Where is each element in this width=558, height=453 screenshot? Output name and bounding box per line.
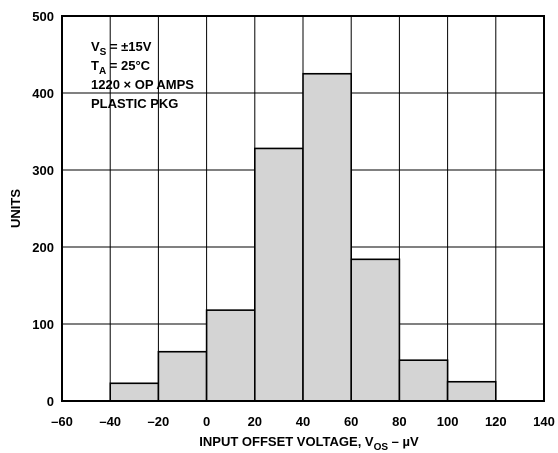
y-tick-label: 100	[32, 317, 54, 332]
x-axis-title: INPUT OFFSET VOLTAGE, VOS – µV	[199, 434, 419, 453]
x-tick-label: 0	[203, 414, 210, 429]
y-tick-label: 500	[32, 9, 54, 24]
y-tick-labels: 0 100 200 300 400 500	[32, 9, 54, 409]
histogram-bar	[398, 359, 449, 402]
histogram-bar	[109, 382, 160, 402]
histogram-bar	[446, 380, 497, 402]
annotation-line: PLASTIC PKG	[91, 96, 178, 111]
x-tick-label: 80	[392, 414, 406, 429]
y-tick-label: 0	[47, 394, 54, 409]
y-tick-label: 400	[32, 86, 54, 101]
histogram-bar	[350, 258, 401, 402]
plot-frame	[61, 15, 545, 402]
y-tick-label: 200	[32, 240, 54, 255]
bars	[109, 72, 497, 402]
x-tick-label: 100	[437, 414, 459, 429]
y-tick-label: 300	[32, 163, 54, 178]
histogram-bar	[157, 350, 208, 402]
y-axis-title: UNITS	[8, 189, 23, 228]
x-tick-label: 40	[296, 414, 310, 429]
x-tick-label: –60	[51, 414, 73, 429]
histogram-bar	[205, 309, 256, 402]
x-tick-label: 60	[344, 414, 358, 429]
histogram-bar	[302, 72, 353, 402]
x-tick-label: 120	[485, 414, 507, 429]
x-tick-label: –40	[99, 414, 121, 429]
histogram-bar	[254, 147, 304, 402]
x-tick-label: 140	[533, 414, 555, 429]
x-tick-label: –20	[148, 414, 170, 429]
annotation-line: VS = ±15V	[91, 39, 152, 58]
annotation-line: 1220 × OP AMPS	[91, 77, 194, 92]
x-tick-labels: –60 –40 –20 0 20 40 60 80 100 120 140	[51, 414, 555, 429]
annotation-line: TA = 25°C	[91, 58, 151, 77]
x-tick-label: 20	[248, 414, 262, 429]
